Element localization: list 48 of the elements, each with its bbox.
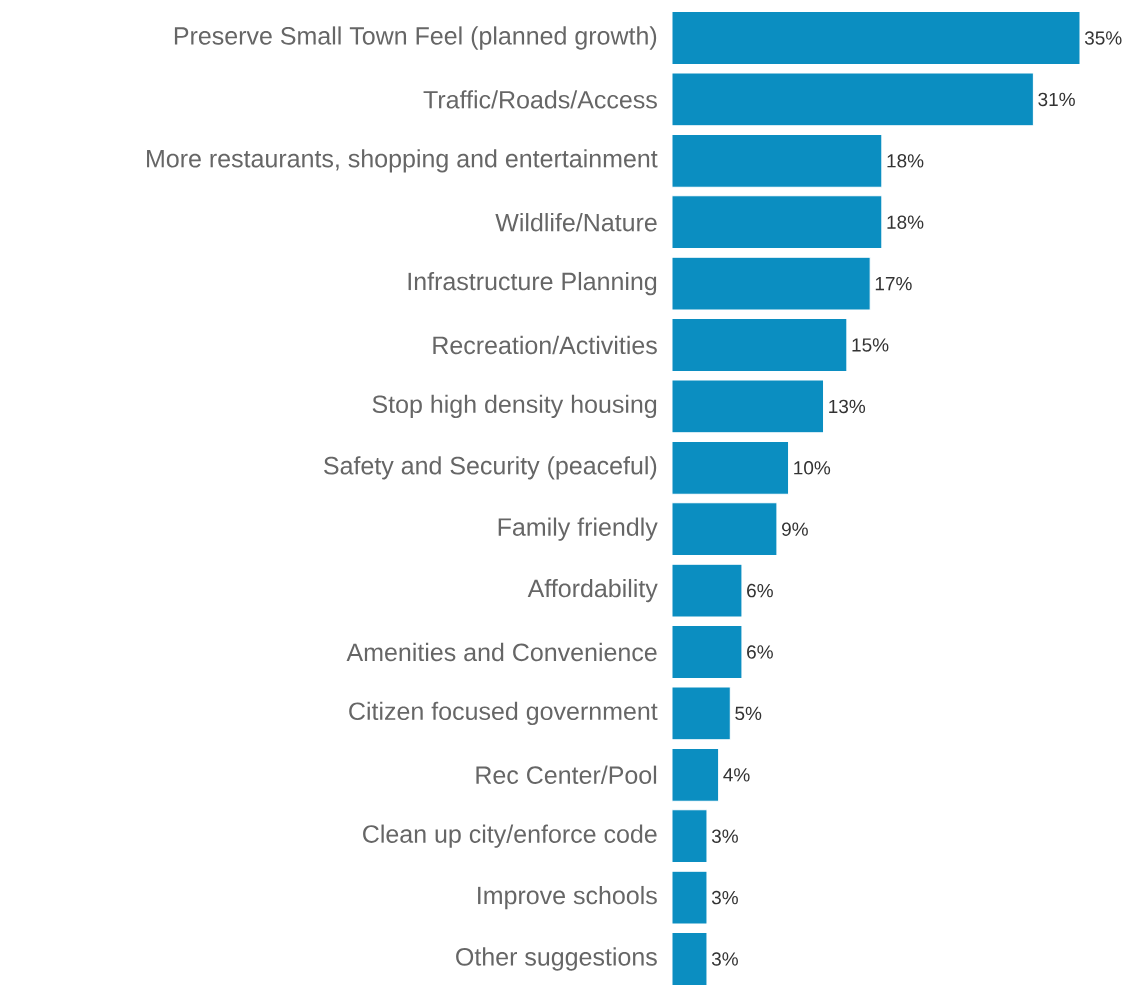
data-label: 6% (747, 645, 773, 659)
data-label: 3% (711, 829, 738, 843)
bar (671, 318, 848, 372)
data-label: 18% (887, 215, 924, 229)
bar (671, 870, 708, 925)
bar (671, 195, 883, 250)
data-label: 6% (747, 583, 773, 598)
bar (671, 809, 708, 864)
bar (671, 72, 1034, 127)
bar (671, 932, 708, 985)
y-tick-label: Citizen focused government (349, 701, 658, 726)
y-tick-label: More restaurants, shopping and entertainment (147, 149, 658, 173)
bar (671, 440, 790, 495)
y-tick-label: Clean up city/enforce code (363, 824, 657, 848)
data-label: 3% (711, 890, 738, 905)
bar (671, 563, 743, 618)
y-tick-label: Other suggestions (456, 947, 657, 971)
bar (671, 686, 731, 741)
data-label: 4% (723, 768, 750, 782)
y-tick-label: Recreation/Activities (433, 335, 657, 355)
y-tick-label: Safety and Security (peaceful) (324, 456, 657, 480)
data-label: 5% (735, 706, 762, 721)
data-label: 18% (887, 154, 924, 168)
bar (671, 133, 883, 188)
y-tick-label: Affordability (527, 578, 658, 603)
data-label: 10% (794, 461, 831, 475)
bar (671, 11, 1081, 65)
data-label: 13% (829, 399, 866, 414)
y-tick-label: Improve schools (478, 885, 657, 910)
y-tick-label: Stop high density housing (372, 394, 657, 419)
y-tick-label: Traffic/Roads/Access (423, 90, 657, 109)
data-label: 35% (1084, 31, 1122, 45)
y-tick-label: Infrastructure Planning (408, 271, 657, 296)
y-tick-label: Rec Center/Pool (476, 765, 657, 784)
bar (671, 747, 720, 802)
data-label: 9% (782, 522, 808, 536)
bar (671, 379, 825, 434)
data-label: 31% (1038, 92, 1075, 107)
y-tick-label: Preserve Small Town Feel (planned growth) (174, 26, 657, 50)
y-tick-label: Amenities and Convenience (346, 642, 657, 662)
data-label: 15% (852, 338, 889, 352)
data-label: 17% (875, 276, 912, 291)
y-tick-label: Wildlife/Nature (495, 213, 657, 232)
bar (671, 256, 871, 311)
bar (671, 502, 778, 557)
bar (671, 625, 743, 679)
y-tick-label: Family friendly (498, 517, 658, 541)
data-label: 3% (711, 952, 738, 966)
